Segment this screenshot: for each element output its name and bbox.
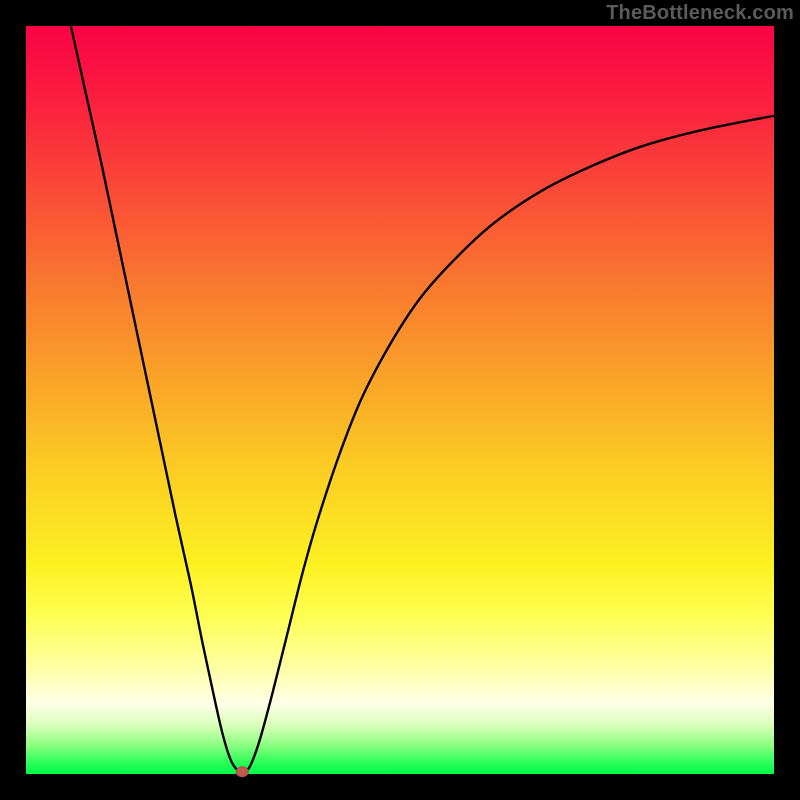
plot-svg xyxy=(26,26,774,774)
gradient-background xyxy=(26,26,774,774)
chart-frame: TheBottleneck.com xyxy=(0,0,800,800)
watermark-text: TheBottleneck.com xyxy=(606,2,794,25)
minimum-marker xyxy=(236,767,248,777)
plot-area xyxy=(26,26,774,774)
